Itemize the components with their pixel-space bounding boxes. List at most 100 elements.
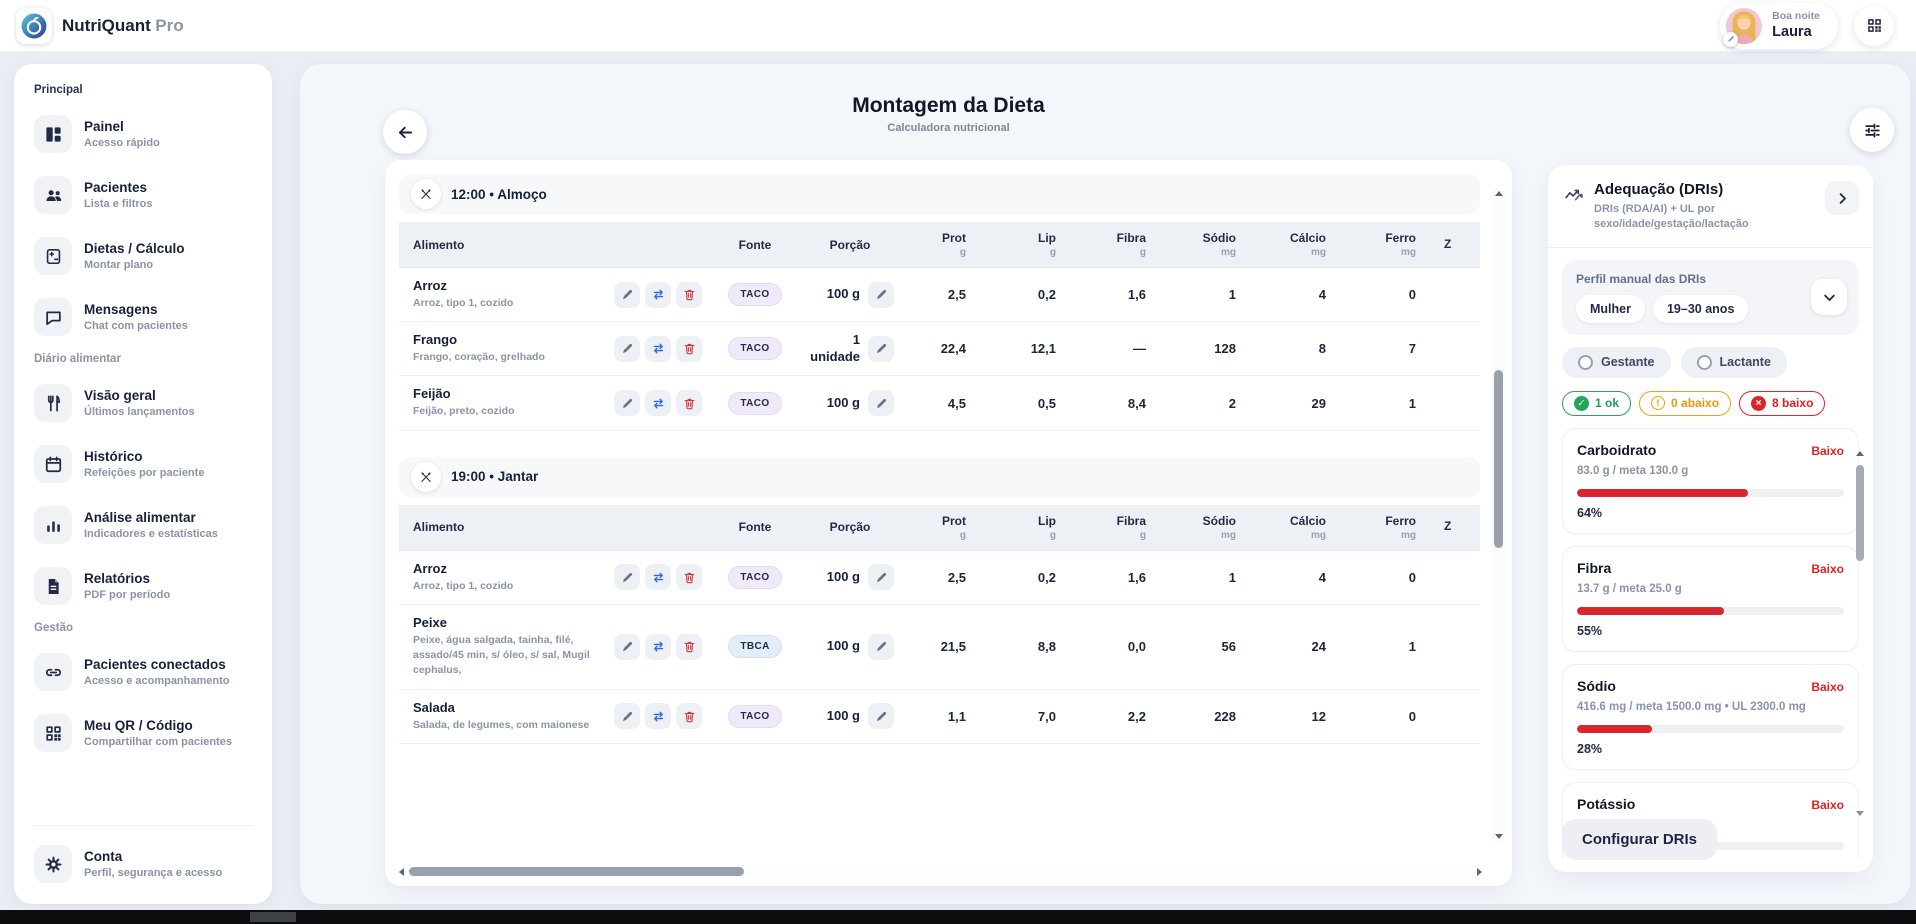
profile-pill[interactable]: Mulher	[1576, 294, 1645, 323]
column-unit: mg	[1221, 529, 1236, 541]
delete-food-button[interactable]	[676, 335, 702, 362]
delete-food-button[interactable]	[676, 281, 702, 308]
profile-pill[interactable]: 19–30 anos	[1652, 294, 1749, 323]
nutrient-value: 21,5	[940, 639, 966, 655]
edit-food-button[interactable]	[614, 703, 640, 730]
sidebar-item-relatorios[interactable]: Relatórios PDF por período	[32, 560, 254, 612]
edit-food-button[interactable]	[614, 633, 640, 660]
horizontal-scrollbar[interactable]	[397, 865, 1484, 878]
nutrient-value: —	[1133, 341, 1146, 357]
dris-title: Adequação (DRIs)	[1594, 181, 1724, 198]
toggle-gestante[interactable]: Gestante	[1562, 346, 1671, 378]
qr-icon	[34, 714, 72, 752]
sidebar-section-label: Gestão	[34, 622, 73, 634]
toggle-lactante[interactable]: Lactante	[1680, 346, 1787, 378]
nutrient-name: Sódio	[1577, 677, 1616, 694]
back-button[interactable]	[383, 110, 427, 154]
configure-dris-button[interactable]: Configurar DRIs	[1562, 819, 1718, 860]
food-name: Arroz	[413, 278, 447, 293]
delete-food-button[interactable]	[676, 633, 702, 660]
sliders-button[interactable]	[1850, 108, 1894, 152]
swap-food-button[interactable]	[645, 633, 671, 660]
food-desc: Frango, coração, grelhado	[413, 351, 545, 364]
scroll-left-icon[interactable]	[399, 867, 404, 876]
sidebar-item-mensagens[interactable]: Mensagens Chat com pacientes	[32, 291, 254, 343]
food-desc: Arroz, tipo 1, cozido	[413, 579, 514, 592]
qr-code-button[interactable]	[1854, 5, 1894, 46]
sidebar-item-meu-qr-codigo[interactable]: Meu QR / Código Compartilhar com pacient…	[32, 707, 254, 759]
nutrient-detail: 83.0 g / meta 130.0 g	[1577, 464, 1689, 477]
vertical-scrollbar[interactable]	[1492, 188, 1505, 842]
swap-food-button[interactable]	[645, 390, 671, 417]
progress-fill	[1577, 725, 1652, 734]
edit-portion-button[interactable]	[868, 281, 894, 308]
swap-food-button[interactable]	[645, 703, 671, 730]
panel-scrollbar[interactable]	[1854, 451, 1866, 816]
profile-pills: Mulher 19–30 anos	[1576, 294, 1749, 323]
sidebar-item-conta[interactable]: Conta Perfil, segurança e acesso	[32, 838, 254, 890]
nutrient-value: 1	[1408, 639, 1416, 655]
progress-fill	[1577, 488, 1748, 497]
food-name: Salada	[413, 699, 455, 715]
sidebar-item-title: Conta	[84, 848, 123, 864]
table-header-row: Alimento Fonte Porção Prot g Lip g Fibra…	[399, 222, 1480, 268]
portion-value: 1 unidade	[810, 331, 860, 364]
edit-portion-button[interactable]	[868, 390, 894, 417]
sidebar-item-pacientes-conectados[interactable]: Pacientes conectados Acesso e acompanham…	[32, 646, 254, 698]
nutrient-value: 4	[1318, 569, 1326, 585]
panel-scroll-thumb[interactable]	[1856, 465, 1864, 561]
nutrient-value: 2,5	[947, 287, 966, 303]
edit-portion-button[interactable]	[868, 564, 894, 591]
sidebar-item-dietas-calculo[interactable]: Dietas / Cálculo Montar plano	[32, 230, 254, 282]
column-unit: mg	[1311, 247, 1326, 258]
column-nutrient: Cálcio	[1289, 231, 1326, 245]
sidebar-item-title: Mensagens	[84, 301, 158, 317]
swap-food-button[interactable]	[645, 335, 671, 362]
horizontal-scroll-thumb[interactable]	[409, 867, 744, 876]
swap-food-button[interactable]	[645, 564, 671, 591]
nutrient-value: 12,1	[1030, 341, 1056, 357]
edit-food-button[interactable]	[614, 564, 640, 591]
check-circle-icon: ✓	[1574, 395, 1589, 411]
profile-collapse-button[interactable]	[1811, 279, 1847, 316]
vertical-scroll-thumb[interactable]	[1494, 370, 1503, 548]
edit-portion-button[interactable]	[868, 335, 894, 362]
dris-expand-button[interactable]	[1825, 181, 1859, 215]
edit-food-button[interactable]	[614, 335, 640, 362]
column-unit: mg	[1401, 247, 1416, 258]
column-porcao: Porção	[829, 520, 871, 535]
delete-food-button[interactable]	[676, 703, 702, 730]
food-row: Feijão Feijão, preto, cozido TACO 100 g …	[399, 376, 1480, 431]
sidebar-item-subtitle: Lista e filtros	[84, 198, 153, 211]
scroll-right-icon[interactable]	[1477, 867, 1482, 876]
scroll-up-icon[interactable]	[1494, 191, 1503, 196]
swap-food-button[interactable]	[645, 281, 671, 308]
sidebar-item-visao-geral[interactable]: Visão geral Últimos lançamentos	[32, 377, 254, 429]
column-unit: g	[1139, 529, 1146, 541]
crossed-utensils-icon	[411, 461, 441, 492]
edit-food-button[interactable]	[614, 390, 640, 417]
app-suffix: Pro	[155, 15, 184, 35]
user-menu[interactable]: Boa noite Laura	[1720, 2, 1838, 49]
sidebar-item-pacientes[interactable]: Pacientes Lista e filtros	[32, 169, 254, 221]
panel-scroll-up-icon[interactable]	[1856, 451, 1864, 456]
sidebar-item-analise-alimentar[interactable]: Análise alimentar Indicadores e estatíst…	[32, 499, 254, 551]
nutrient-value: 22,4	[940, 341, 966, 357]
nutrient-value: 0,2	[1037, 569, 1056, 585]
delete-food-button[interactable]	[676, 390, 702, 417]
edit-portion-button[interactable]	[868, 703, 894, 730]
panel-scroll-down-icon[interactable]	[1856, 811, 1864, 816]
nutrient-value: 56	[1221, 639, 1236, 655]
edit-portion-button[interactable]	[868, 633, 894, 660]
column-unit: g	[959, 247, 966, 258]
sidebar-item-historico[interactable]: Histórico Refeições por paciente	[32, 438, 254, 490]
os-scroll-thumb[interactable]	[250, 912, 296, 922]
chat-icon	[34, 298, 72, 336]
delete-food-button[interactable]	[676, 564, 702, 591]
sidebar-item-title: Análise alimentar	[84, 509, 196, 525]
edit-food-button[interactable]	[614, 281, 640, 308]
nutrient-card: Fibra Baixo 13.7 g / meta 25.0 g 55%	[1562, 545, 1859, 652]
sidebar-item-painel[interactable]: Painel Acesso rápido	[32, 108, 254, 160]
scroll-down-icon[interactable]	[1494, 834, 1503, 839]
nutrient-value: 2,2	[1127, 708, 1146, 724]
